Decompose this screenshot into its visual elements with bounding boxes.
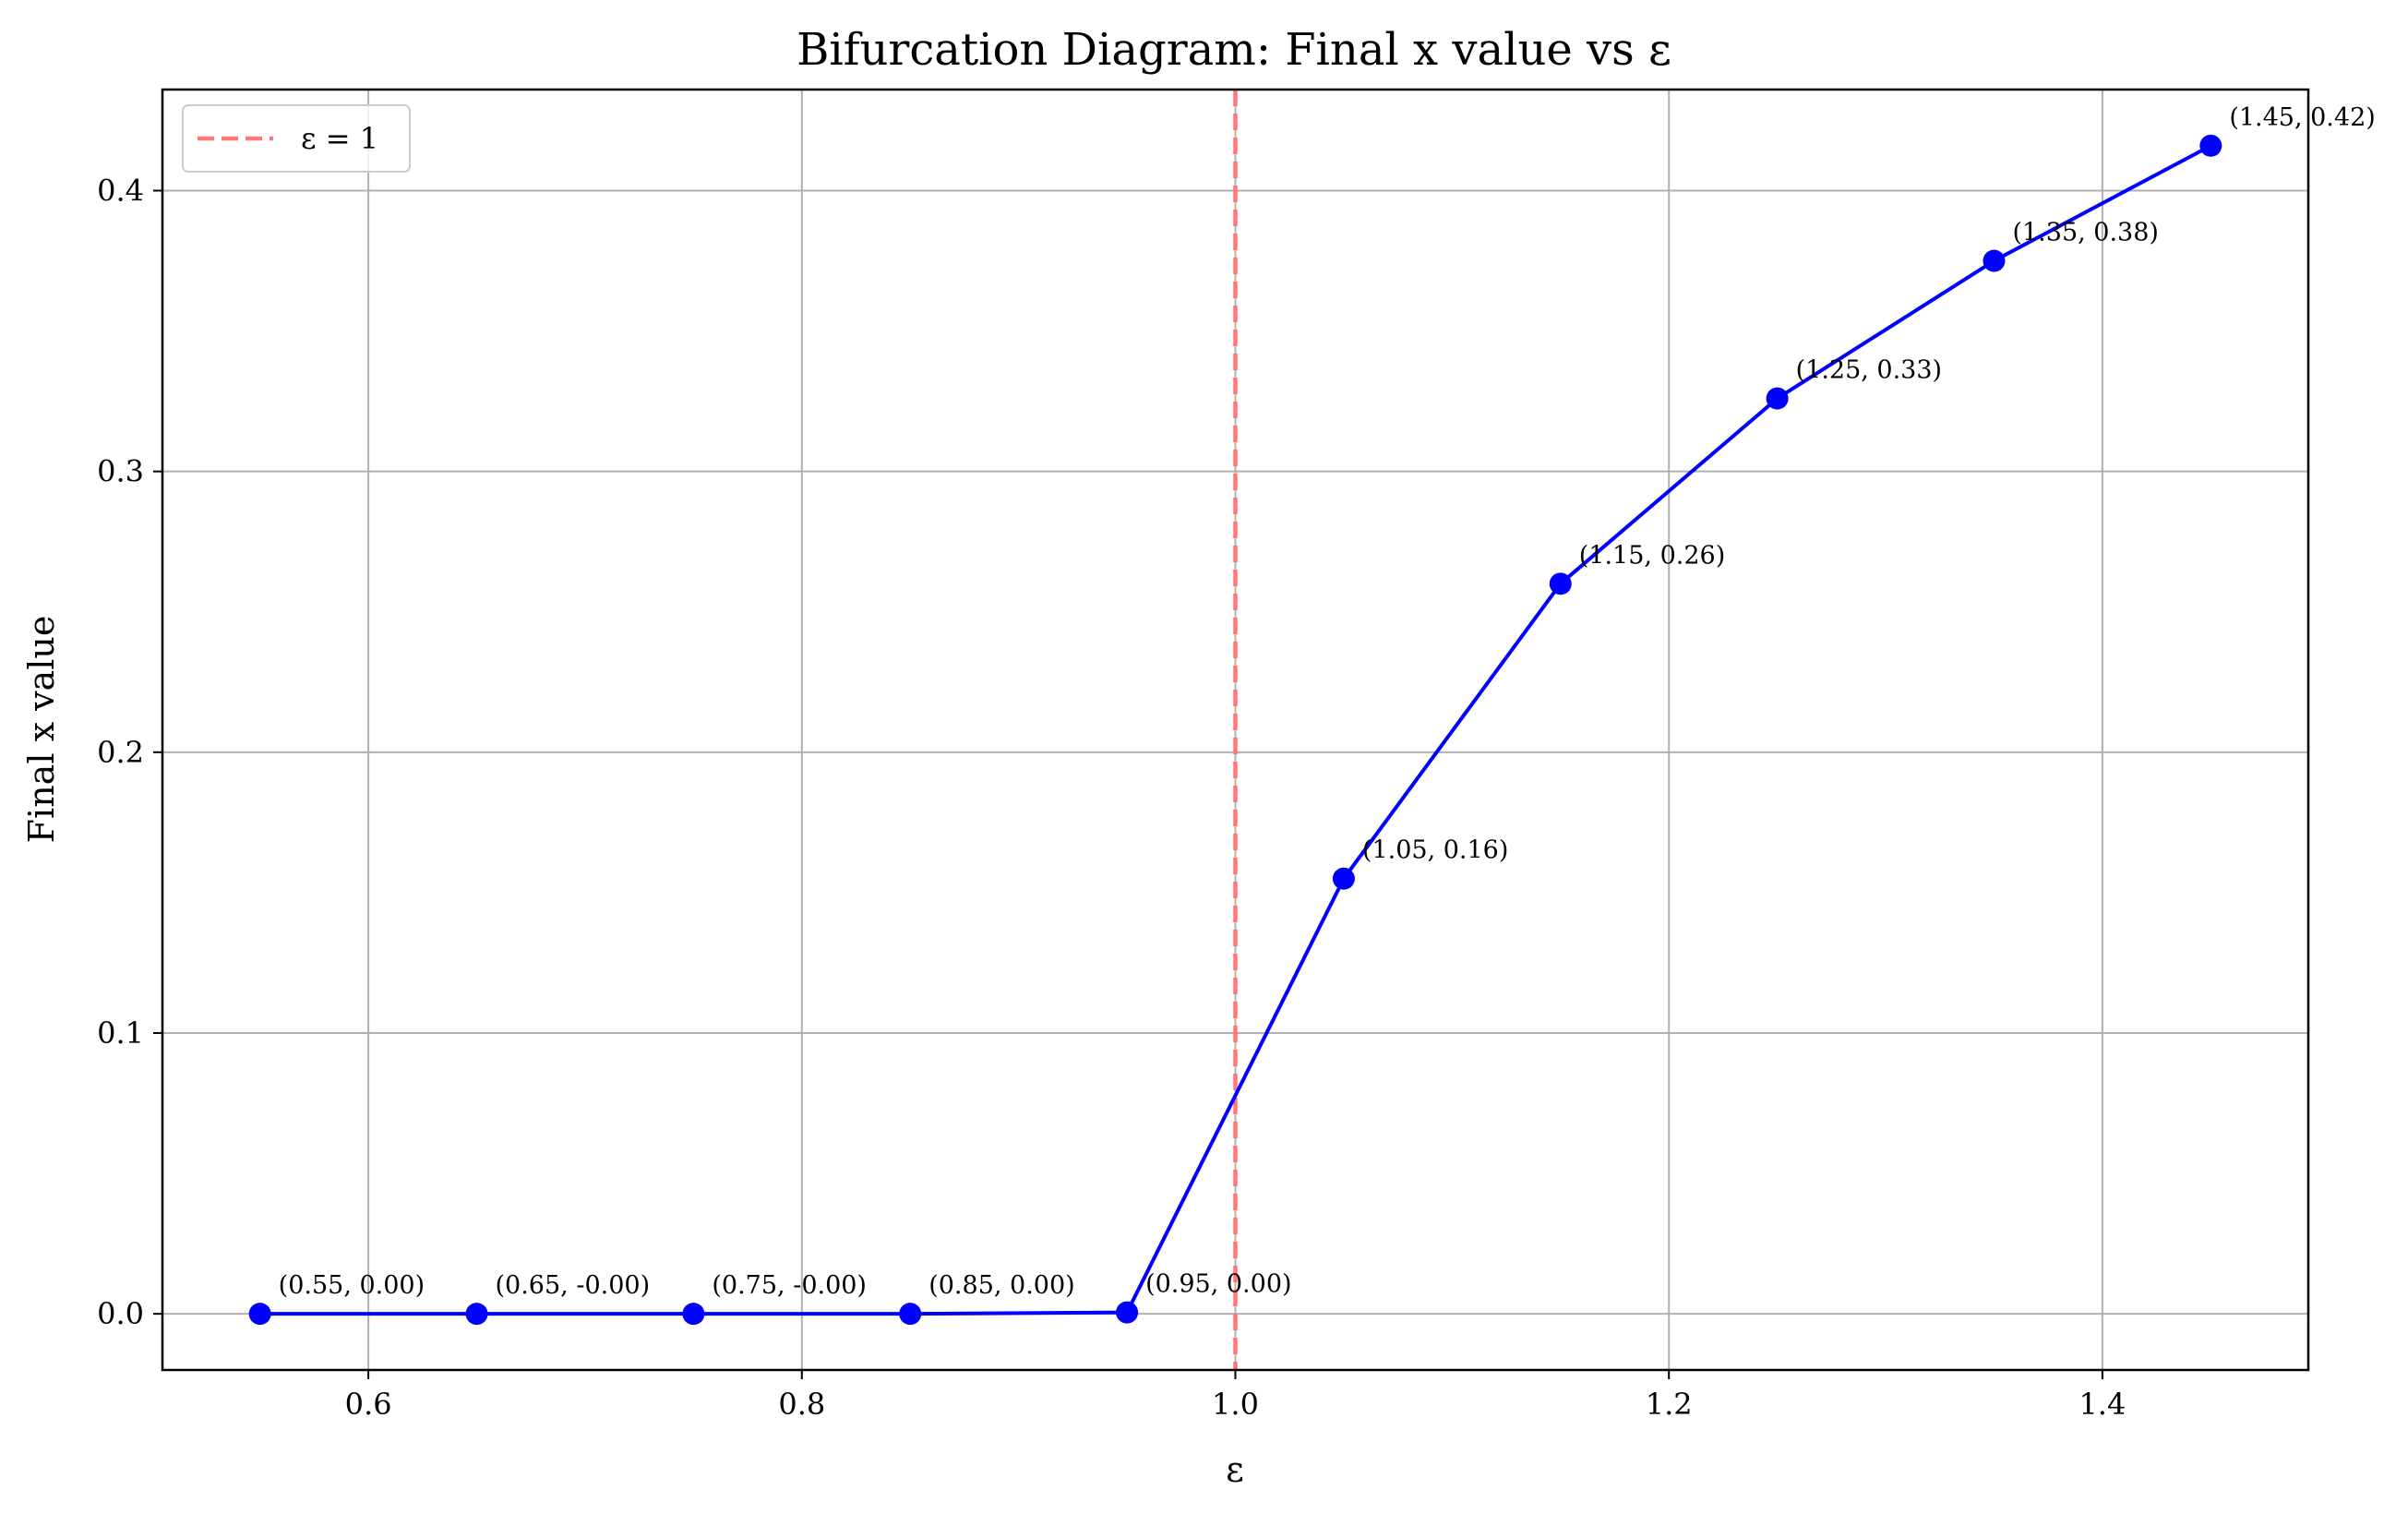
x-tick-label: 0.8	[778, 1387, 825, 1422]
data-point-label: (0.55, 0.00)	[279, 1271, 425, 1300]
data-point	[1332, 867, 1355, 890]
y-axis-label: Final x value	[21, 616, 62, 844]
data-point	[1766, 387, 1789, 410]
data-point-label: (1.35, 0.38)	[2012, 219, 2158, 247]
y-tick-label: 0.4	[97, 174, 144, 209]
x-tick-label: 1.2	[1646, 1387, 1693, 1422]
data-point	[248, 1303, 271, 1326]
data-point-label: (1.25, 0.33)	[1796, 356, 1942, 385]
data-point-label: (0.95, 0.00)	[1145, 1270, 1291, 1299]
data-point	[899, 1303, 922, 1326]
x-tick-label: 1.4	[2079, 1387, 2126, 1422]
data-labels: (0.55, 0.00) (0.65, -0.00) (0.75, -0.00) (0…	[279, 103, 2376, 1300]
data-point-label: (1.45, 0.42)	[2229, 103, 2375, 132]
data-point-label: (0.65, -0.00)	[496, 1271, 651, 1300]
data-point-label: (0.75, -0.00)	[712, 1271, 867, 1300]
legend: ε = 1	[182, 104, 411, 173]
data-point	[1983, 249, 2006, 272]
series-line	[259, 144, 2212, 1316]
plot-area: (0.55, 0.00) (0.65, -0.00) (0.75, -0.00) (0…	[97, 88, 2376, 1423]
legend-box	[182, 104, 411, 173]
legend-entry-reference-line: ε = 1	[301, 121, 378, 156]
axis-ticks: 0.6 0.8 1.0 1.2 1.4 0.0 0.1 0.2 0.3 0.4	[97, 174, 2126, 1423]
x-tick-label: 1.0	[1212, 1387, 1259, 1422]
data-point-label: (0.85, 0.00)	[928, 1271, 1074, 1300]
y-tick-label: 0.1	[97, 1015, 144, 1051]
data-point-label: (1.05, 0.16)	[1362, 836, 1508, 865]
data-point	[465, 1303, 488, 1326]
data-point	[1549, 572, 1572, 595]
data-point-label: (1.15, 0.26)	[1579, 541, 1725, 570]
data-point	[2199, 134, 2222, 157]
data-point	[682, 1303, 705, 1326]
series-layer	[248, 134, 2222, 1326]
y-tick-label: 0.2	[97, 735, 144, 770]
y-tick-label: 0.0	[97, 1296, 144, 1331]
x-tick-label: 0.6	[345, 1387, 392, 1422]
x-axis-label: ε	[1226, 1449, 1244, 1490]
y-tick-label: 0.3	[97, 454, 144, 489]
chart-title: Bifurcation Diagram: Final x value vs ε	[797, 24, 1671, 76]
data-point	[1116, 1301, 1139, 1324]
